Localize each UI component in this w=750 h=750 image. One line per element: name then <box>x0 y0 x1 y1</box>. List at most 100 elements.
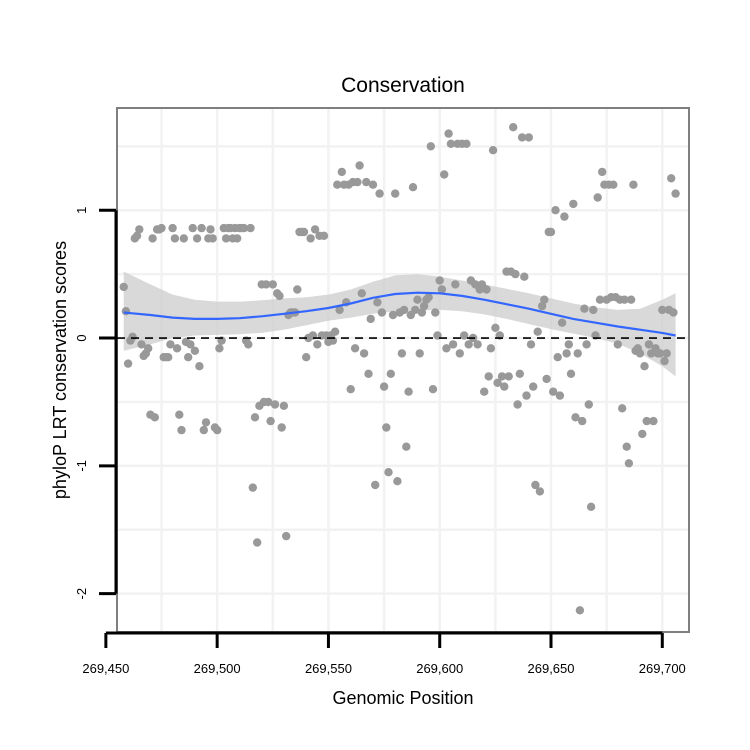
data-point <box>411 305 420 315</box>
data-point <box>306 234 315 243</box>
data-point <box>371 480 380 490</box>
data-point <box>239 223 249 233</box>
data-point <box>638 429 647 439</box>
data-point <box>517 133 527 142</box>
data-point <box>377 308 387 317</box>
x-tick-label: 269,550 <box>305 661 352 676</box>
data-point <box>148 234 157 243</box>
data-point <box>355 161 364 170</box>
data-point <box>221 234 231 243</box>
data-point <box>357 289 366 298</box>
data-point <box>233 234 242 243</box>
data-point <box>564 340 573 349</box>
data-point <box>250 413 260 422</box>
data-point <box>660 356 669 366</box>
data-point <box>402 442 411 451</box>
data-point <box>595 295 605 304</box>
data-point <box>540 295 549 304</box>
data-point <box>493 378 502 387</box>
data-point <box>268 280 277 289</box>
data-point <box>419 301 429 311</box>
data-point <box>649 416 658 426</box>
data-point <box>362 177 371 187</box>
data-point <box>366 314 375 324</box>
data-point <box>440 170 449 179</box>
data-point <box>424 293 433 302</box>
data-point <box>350 344 360 353</box>
data-point <box>368 180 378 189</box>
data-point <box>509 123 518 132</box>
data-point <box>549 387 558 396</box>
data-point <box>264 397 273 407</box>
data-point <box>522 391 531 400</box>
data-point <box>302 353 311 362</box>
data-point <box>551 206 560 215</box>
data-point <box>624 459 634 468</box>
x-tick-label: 269,600 <box>416 661 463 676</box>
data-point <box>179 234 188 243</box>
data-point <box>177 425 186 435</box>
data-point <box>620 295 629 304</box>
data-point <box>524 133 533 142</box>
data-point <box>386 369 395 378</box>
data-point <box>435 276 444 285</box>
data-point <box>504 372 513 381</box>
confidence-band <box>123 271 676 377</box>
data-point <box>484 372 493 381</box>
data-point <box>293 285 302 294</box>
data-point <box>270 400 280 409</box>
data-point <box>119 282 128 292</box>
x-tick-label: 269,650 <box>528 661 575 676</box>
data-point <box>428 385 438 394</box>
data-point <box>462 139 471 148</box>
data-point <box>618 404 627 413</box>
data-point <box>359 349 369 358</box>
data-point <box>578 416 587 426</box>
data-point <box>515 369 524 378</box>
data-point <box>593 193 602 202</box>
data-point <box>353 177 362 187</box>
data-point <box>310 225 320 234</box>
data-point <box>337 167 346 177</box>
data-point <box>190 346 200 355</box>
data-point <box>261 280 271 289</box>
data-point <box>364 369 373 378</box>
data-point <box>464 340 473 349</box>
data-points <box>119 123 680 615</box>
data-point <box>388 310 398 320</box>
data-point <box>415 349 424 358</box>
data-point <box>277 423 286 432</box>
data-point <box>613 340 622 349</box>
data-point <box>197 223 206 233</box>
data-point <box>529 382 538 391</box>
data-point <box>282 531 291 541</box>
data-point <box>417 308 427 317</box>
data-point <box>626 295 636 304</box>
data-point <box>460 331 469 340</box>
data-point <box>557 318 567 327</box>
data-point <box>397 349 407 358</box>
data-point <box>635 349 645 358</box>
data-point <box>164 353 173 362</box>
data-point <box>533 327 542 336</box>
data-point <box>542 374 551 384</box>
data-point <box>662 349 671 358</box>
data-point <box>437 285 447 294</box>
data-point <box>497 372 507 381</box>
data-point <box>669 308 678 317</box>
data-point <box>571 413 580 422</box>
data-point <box>299 227 309 237</box>
y-tick-label: 0 <box>74 334 89 341</box>
data-point <box>186 340 195 349</box>
x-tick-label: 269,700 <box>639 661 686 676</box>
data-point <box>535 487 545 496</box>
y-tick-label: 1 <box>74 207 89 214</box>
data-point <box>426 142 435 151</box>
data-point <box>658 305 667 315</box>
data-point <box>480 387 489 396</box>
y-axis-label: phyloP LRT conservation scores <box>50 241 70 499</box>
smooth-trend-line <box>123 291 676 337</box>
x-tick-label: 269,500 <box>194 661 241 676</box>
data-point <box>379 382 389 391</box>
data-point <box>667 174 676 183</box>
